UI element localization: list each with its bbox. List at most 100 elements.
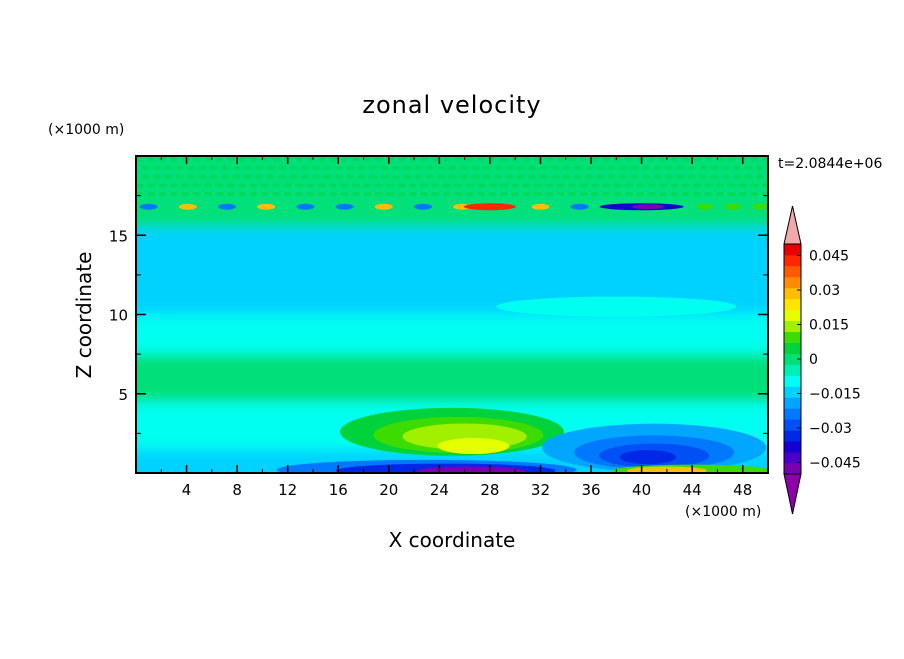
texture-cell: [579, 192, 588, 197]
contour-field: [136, 156, 768, 473]
texture-cell: [397, 192, 406, 197]
texture-cell: [647, 192, 656, 197]
texture-cell: [312, 165, 321, 170]
texture-cell: [693, 183, 702, 188]
texture-cell: [499, 183, 508, 188]
texture-cell: [192, 157, 201, 162]
texture-cell: [442, 157, 451, 162]
texture-cell: [147, 157, 156, 162]
texture-cell: [619, 174, 628, 179]
texture-cell: [420, 157, 429, 162]
colorbar-segment: [784, 244, 801, 256]
texture-cell: [642, 174, 651, 179]
texture-cell: [539, 165, 548, 170]
texture-cell: [642, 165, 651, 170]
texture-cell: [380, 174, 389, 179]
texture-cell: [636, 157, 645, 162]
texture-cell: [260, 157, 269, 162]
texture-cell: [596, 174, 605, 179]
jet-negative-core: [631, 204, 664, 210]
texture-cell: [624, 183, 633, 188]
colorbar-segment: [784, 419, 801, 431]
texture-cell: [386, 157, 395, 162]
texture-cell: [477, 157, 486, 162]
texture-cell: [238, 157, 247, 162]
colorbar-label: −0.015: [809, 387, 861, 403]
texture-cell: [556, 157, 565, 162]
colorbar-segment: [784, 298, 801, 311]
jet-cell: [752, 203, 768, 210]
texture-cell: [226, 157, 235, 162]
colorbar-segment: [784, 254, 801, 267]
texture-cell: [255, 165, 264, 170]
texture-cell: [181, 183, 190, 188]
texture-cell: [374, 183, 383, 188]
texture-cell: [181, 192, 190, 197]
texture-cell: [277, 174, 286, 179]
texture-cell: [494, 165, 503, 170]
texture-cell: [465, 183, 474, 188]
x-axis-label: X coordinate: [389, 528, 516, 552]
texture-cell: [403, 165, 412, 170]
texture-cell: [158, 192, 167, 197]
texture-cell: [369, 165, 377, 170]
texture-cell: [334, 174, 343, 179]
jet-cell: [724, 203, 741, 210]
negative-lobe: [619, 450, 676, 465]
texture-cell: [198, 165, 207, 170]
texture-cell: [477, 192, 486, 197]
y-axis-ticks: 5 10 15: [109, 195, 768, 434]
texture-cell: [710, 165, 719, 170]
x-tick-label: 40: [632, 481, 651, 499]
texture-cell: [505, 165, 514, 170]
colorbar-label: 0: [809, 352, 818, 368]
texture-cell: [249, 192, 258, 197]
texture-cell: [562, 174, 571, 179]
texture-cell: [545, 183, 554, 188]
texture-cell: [226, 192, 235, 197]
texture-cell: [386, 183, 395, 188]
contour-lobe: [496, 296, 737, 317]
texture-cell: [169, 157, 178, 162]
texture-cell: [386, 192, 395, 197]
texture-cell: [403, 174, 412, 179]
texture-cell: [215, 157, 224, 162]
texture-cell: [300, 165, 309, 170]
texture-cell: [437, 174, 446, 179]
texture-cell: [136, 183, 144, 188]
texture-cell: [204, 183, 213, 188]
texture-cell: [607, 174, 616, 179]
texture-cell: [158, 157, 167, 162]
colorbar-segment: [784, 331, 801, 343]
texture-cell: [204, 157, 213, 162]
texture-cell: [721, 165, 730, 170]
x-tick-label: 36: [581, 481, 600, 499]
texture-cell: [761, 183, 768, 188]
texture-cell: [147, 183, 156, 188]
texture-cell: [494, 174, 503, 179]
texture-cell: [391, 165, 400, 170]
texture-cell: [243, 174, 252, 179]
texture-cell: [528, 165, 537, 170]
texture-cell: [175, 174, 184, 179]
colorbar: 0.045 0.03 0.015 0 −0.015 −0.03 −0.045: [783, 205, 861, 515]
colorbar-label: 0.03: [809, 283, 840, 299]
texture-cell: [243, 165, 252, 170]
texture-cell: [738, 183, 747, 188]
texture-cell: [727, 157, 736, 162]
texture-cell: [499, 157, 508, 162]
texture-cell: [431, 157, 440, 162]
texture-cell: [272, 157, 281, 162]
texture-cell: [624, 192, 633, 197]
texture-cell: [664, 165, 673, 170]
texture-cell: [397, 157, 406, 162]
x-tick-label: 12: [278, 481, 297, 499]
texture-cell: [312, 174, 321, 179]
texture-cell: [750, 192, 759, 197]
texture-cell: [681, 183, 690, 188]
texture-cell: [169, 192, 178, 197]
texture-cell: [573, 165, 582, 170]
y-tick-label: 15: [109, 227, 128, 245]
texture-cell: [659, 157, 668, 162]
